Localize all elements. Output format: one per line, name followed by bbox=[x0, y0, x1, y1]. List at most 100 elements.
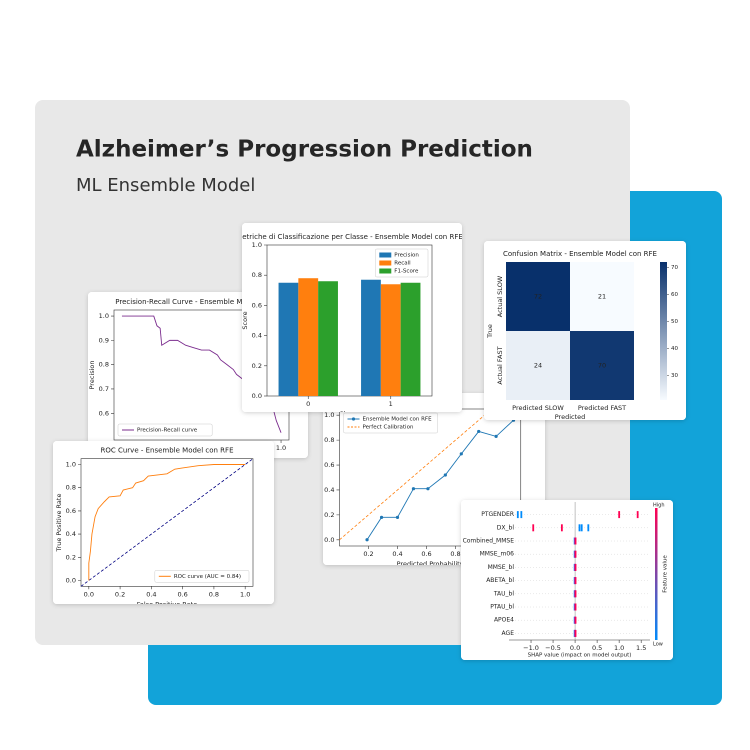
legend-label: Perfect Calibration bbox=[363, 425, 414, 431]
y-tick-label: 0.8 bbox=[324, 436, 334, 444]
reference-line bbox=[80, 458, 254, 587]
chart-card: Confusion Matrix - Ensemble Model con RF… bbox=[484, 241, 686, 420]
feature-label: AGE bbox=[502, 630, 515, 637]
x-tick-label: 0.0 bbox=[84, 590, 94, 598]
x-tick-label: 0.5 bbox=[592, 644, 602, 652]
colorbar-tick-label: 70 bbox=[671, 265, 678, 271]
y-tick-label: 0.8 bbox=[66, 484, 76, 492]
page-subtitle: ML Ensemble Model bbox=[76, 175, 255, 196]
y-tick-label: 1.0 bbox=[99, 312, 109, 320]
plot-frame bbox=[266, 244, 433, 397]
y-tick-label: 0.4 bbox=[66, 530, 76, 538]
shap-point bbox=[636, 511, 639, 519]
x-tick-label: −0.5 bbox=[545, 644, 561, 652]
x-tick-label: 1.0 bbox=[614, 644, 624, 652]
feature-label: APOE4 bbox=[494, 617, 514, 624]
y-axis-label: Score bbox=[241, 311, 249, 329]
y-tick-label: 0.0 bbox=[324, 536, 334, 544]
chart-card: ROC Curve - Ensemble Model con RFE False … bbox=[53, 441, 274, 608]
series-point bbox=[494, 434, 498, 438]
feature-label: ABETA_bl bbox=[486, 577, 514, 584]
x-axis-label: SHAP value (impact on model output) bbox=[528, 653, 632, 659]
bar bbox=[380, 284, 401, 396]
chart-title: Confusion Matrix - Ensemble Model con RF… bbox=[503, 250, 657, 258]
feature-label: MMSE_bl bbox=[488, 564, 515, 571]
x-tick-label: Predicted SLOW bbox=[512, 404, 564, 412]
colorbar-label: Feature value bbox=[663, 555, 669, 593]
heatmap-cell bbox=[506, 331, 570, 400]
y-tick-label: 0.2 bbox=[324, 511, 334, 519]
shap-point bbox=[618, 511, 621, 519]
series-point bbox=[379, 515, 384, 519]
y-tick-label: 1.0 bbox=[66, 461, 76, 469]
x-tick-label: 1.0 bbox=[276, 444, 286, 452]
heatmap-cell bbox=[506, 262, 570, 331]
plot-frame bbox=[80, 458, 254, 587]
legend-label: ROC curve (AUC = 0.84) bbox=[174, 574, 241, 580]
y-tick-label: 0.7 bbox=[99, 385, 109, 393]
x-axis-label: False Positive Rate bbox=[137, 600, 197, 608]
shap-point bbox=[578, 524, 581, 532]
chart-card: Precision-Recall Curve - Ensemble Model … bbox=[88, 292, 308, 458]
shap-point bbox=[560, 524, 563, 532]
x-tick-label: 0 bbox=[306, 400, 310, 408]
colorbar-tick-label: 30 bbox=[671, 373, 678, 379]
x-tick-label: 0.6 bbox=[177, 590, 187, 598]
legend-box bbox=[343, 412, 438, 434]
chart-card: Predicted ProbabilityTrue Probability0.0… bbox=[323, 393, 545, 565]
chart-title: ROC Curve - Ensemble Model con RFE bbox=[100, 447, 233, 455]
colorbar-tick-label: 50 bbox=[671, 319, 678, 325]
feature-label: Combined_MMSE bbox=[463, 538, 515, 545]
y-tick-label: Actual SLOW bbox=[496, 275, 504, 317]
x-tick-label: 1 bbox=[389, 400, 393, 408]
y-axis-label: True bbox=[486, 324, 494, 339]
y-tick-label: 0.4 bbox=[324, 486, 334, 494]
bar bbox=[318, 281, 338, 396]
shap-point bbox=[516, 511, 519, 519]
legend-label: Ensemble Model con RFE bbox=[363, 417, 433, 423]
x-tick-label: 0.2 bbox=[115, 590, 125, 598]
x-tick-label: 0.0 bbox=[570, 644, 580, 652]
series-point bbox=[443, 473, 447, 477]
x-tick-label: 0.8 bbox=[450, 550, 460, 558]
colorbar-tick-label: 60 bbox=[671, 292, 678, 298]
heatmap-cell bbox=[570, 262, 634, 331]
series-line bbox=[366, 419, 514, 541]
shap-point bbox=[580, 524, 583, 532]
x-tick-label: 0.8 bbox=[209, 590, 219, 598]
legend-marker bbox=[351, 417, 356, 421]
y-tick-label: Actual FAST bbox=[496, 346, 504, 384]
bar bbox=[361, 279, 381, 396]
shap-point bbox=[574, 629, 577, 637]
legend-swatch bbox=[379, 252, 392, 258]
y-tick-label: 1.0 bbox=[324, 411, 334, 419]
series-point bbox=[395, 515, 400, 519]
legend-box bbox=[117, 423, 213, 437]
colorbar-tick-label: 40 bbox=[671, 346, 678, 352]
x-tick-label: −1.0 bbox=[523, 644, 539, 652]
y-tick-label: 0.2 bbox=[252, 362, 262, 370]
x-tick-label: 1.5 bbox=[636, 644, 646, 652]
chart-title: Metriche di Classificazione per Classe -… bbox=[236, 233, 463, 241]
x-tick-label: 0.6 bbox=[421, 550, 431, 558]
shap-point bbox=[574, 616, 577, 624]
y-tick-label: 0.0 bbox=[252, 392, 262, 400]
shap-point bbox=[587, 524, 590, 532]
bar bbox=[400, 282, 421, 396]
legend-label: Precision bbox=[394, 253, 419, 259]
bar bbox=[278, 282, 299, 396]
shap-point bbox=[574, 603, 577, 611]
legend-label: Recall bbox=[394, 261, 411, 267]
feature-label: TAU_bl bbox=[493, 590, 515, 597]
shap-point bbox=[574, 563, 577, 571]
cell-label: 24 bbox=[534, 362, 542, 370]
series-point bbox=[459, 452, 463, 456]
chart-card: −1.0 −0.5 0.0 0.5 1.0 1.5 SHAP value (impact o… bbox=[461, 500, 673, 660]
y-tick-label: 0.6 bbox=[324, 461, 334, 469]
shap-point bbox=[574, 550, 577, 558]
x-tick-label: 1.0 bbox=[240, 590, 250, 598]
bar bbox=[298, 278, 319, 396]
cell-label: 21 bbox=[598, 293, 606, 301]
series-point bbox=[426, 487, 430, 491]
